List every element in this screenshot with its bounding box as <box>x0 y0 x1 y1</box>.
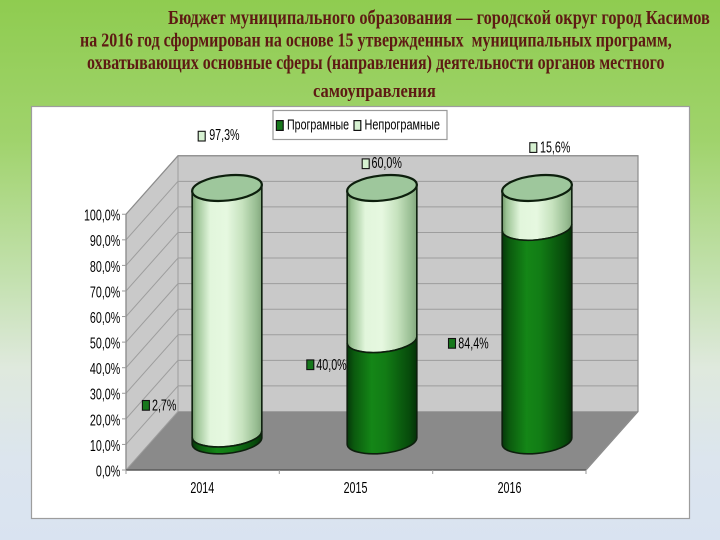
svg-text:60,0%: 60,0% <box>372 154 402 172</box>
svg-text:97,3%: 97,3% <box>209 126 239 144</box>
svg-text:30,0%: 30,0% <box>90 386 120 404</box>
svg-text:2016: 2016 <box>498 479 522 497</box>
svg-text:Програмные: Програмные <box>287 116 349 133</box>
svg-text:90,0%: 90,0% <box>90 232 120 250</box>
svg-text:50,0%: 50,0% <box>90 334 120 352</box>
svg-text:40,0%: 40,0% <box>316 356 346 374</box>
svg-text:2014: 2014 <box>190 479 214 497</box>
svg-text:100,0%: 100,0% <box>84 207 120 225</box>
svg-text:на 2016 год сформирован на осн: на 2016 год сформирован на основе 15 утв… <box>80 29 672 51</box>
svg-text:Бюджет муниципального образова: Бюджет муниципального образования — горо… <box>168 7 710 29</box>
svg-text:20,0%: 20,0% <box>90 411 120 429</box>
svg-text:самоуправления: самоуправления <box>313 80 436 102</box>
svg-text:охватывающих основные сферы (н: охватывающих основные сферы (направления… <box>87 52 665 75</box>
svg-text:60,0%: 60,0% <box>90 309 120 327</box>
svg-text:2015: 2015 <box>344 479 368 497</box>
svg-text:2,7%: 2,7% <box>152 396 176 414</box>
svg-text:40,0%: 40,0% <box>90 360 120 378</box>
svg-text:15,6%: 15,6% <box>540 138 570 156</box>
svg-text:Непрограмные: Непрограмные <box>365 116 440 133</box>
svg-text:0,0%: 0,0% <box>96 462 120 480</box>
svg-text:70,0%: 70,0% <box>90 283 120 301</box>
svg-text:10,0%: 10,0% <box>90 437 120 455</box>
svg-text:84,4%: 84,4% <box>458 334 488 352</box>
svg-text:80,0%: 80,0% <box>90 258 120 276</box>
